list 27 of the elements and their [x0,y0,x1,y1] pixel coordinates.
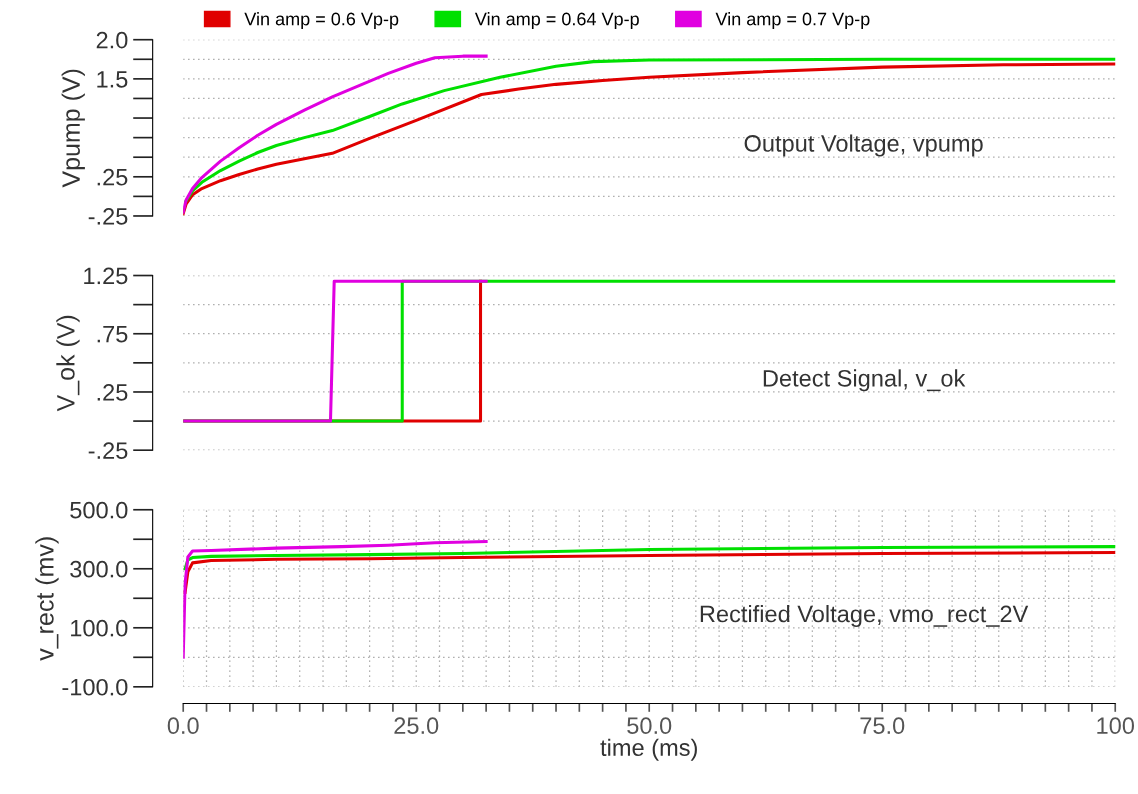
annotation: Detect Signal, v_ok [763,369,966,392]
x-tick-label: 75.0 [860,717,905,735]
y-tick-label: .25 [97,168,128,186]
x-axis-title: time (ms) [600,738,697,761]
y-axis-title: Vpump (V) [61,69,85,188]
y-tick-label: 500.0 [70,501,128,519]
y-tick-label: 100.0 [71,619,128,637]
y-tick-label: 300.0 [70,560,128,578]
y-tick-label: 2.0 [96,31,128,49]
x-tick-label: 0.0 [167,717,199,735]
y-tick-label: 1.25 [84,267,128,285]
y-tick-label: -100.0 [62,678,128,696]
y-tick-label: .25 [97,384,128,401]
legend-label: Vin amp = 0.64 Vp-p [474,12,639,29]
legend-label: Vin amp = 0.7 Vp-p [715,12,870,29]
x-tick-label: 100 [1097,717,1135,735]
y-tick-label: .75 [97,326,128,343]
y-tick-label: -.25 [88,208,128,225]
x-tick-label: 50.0 [627,717,672,735]
y-tick-label: -.25 [88,442,128,459]
y-axis-title: V_ok (V) [56,315,80,412]
annotation: Output Voltage, vpump [744,134,983,157]
annotation: Rectified Voltage, vmo_rect_2V [700,604,1029,627]
y-axis-title: v_rect (mv) [35,537,59,661]
y-tick-label: 1.5 [97,71,128,88]
x-tick-label: 25.0 [394,717,439,735]
legend-label: Vin amp = 0.6 Vp-p [244,12,399,29]
